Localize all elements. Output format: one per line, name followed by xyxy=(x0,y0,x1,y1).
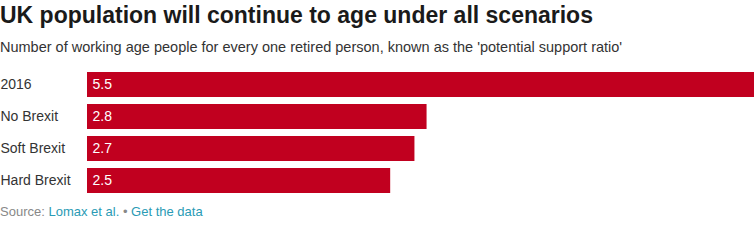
svg-text:2.8: 2.8 xyxy=(93,108,113,124)
svg-text:2.7: 2.7 xyxy=(93,140,113,156)
html-text:UK population will continue to: UK population will continue to age under… xyxy=(0,2,593,28)
html-text:Number of working age people f: Number of working age people for every o… xyxy=(0,39,623,55)
svg-text:No Brexit: No Brexit xyxy=(1,108,59,124)
svg-text:2.5: 2.5 xyxy=(93,172,113,188)
svg-text:2016: 2016 xyxy=(1,76,32,92)
svg-text:Hard Brexit: Hard Brexit xyxy=(1,172,71,188)
html-text:Source: Lomax et al. • Get the: Source: Lomax et al. • Get the data xyxy=(0,204,203,219)
svg-text:Soft Brexit: Soft Brexit xyxy=(1,140,66,156)
svg-text:5.5: 5.5 xyxy=(93,76,113,92)
